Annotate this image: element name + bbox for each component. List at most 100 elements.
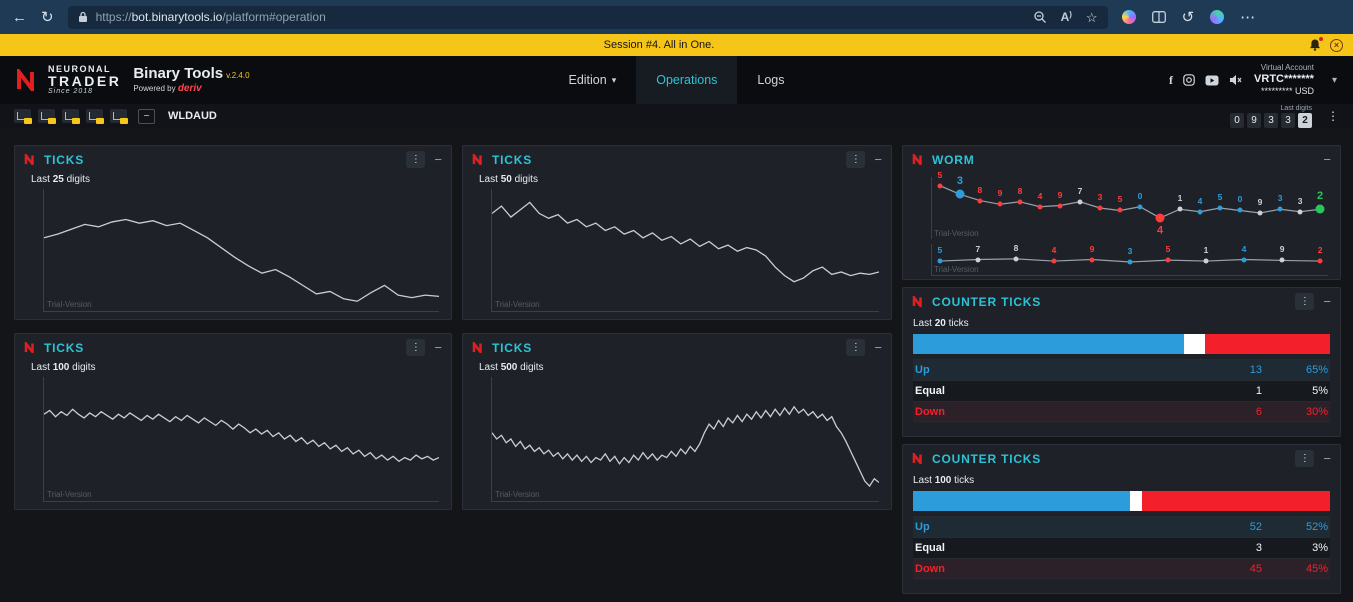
- watermark-label: Trial-Version: [934, 265, 979, 274]
- panel-logo-icon: [912, 453, 922, 464]
- counter-bar-20: [913, 334, 1330, 354]
- worm-digit-label: 1: [1203, 245, 1209, 256]
- bar-segment-up: [913, 334, 1185, 354]
- nav-logs[interactable]: Logs: [757, 73, 785, 87]
- counter-row-up: Up 52 52%: [913, 516, 1330, 537]
- facebook-icon[interactable]: f: [1169, 72, 1174, 87]
- worm-point: [1057, 203, 1063, 209]
- brand-logo: NEURONAL TRADER Since 2018: [16, 65, 121, 95]
- toolbar-kebab-icon[interactable]: ⋮: [1327, 109, 1339, 123]
- panel-minimize-icon[interactable]: −: [1323, 294, 1331, 309]
- panel-ticks-500: TICKS ⋮ − Last 500 digits Trial-Version: [462, 333, 892, 510]
- account-chevron-icon[interactable]: ▾: [1331, 74, 1337, 86]
- watermark-label: Trial-Version: [495, 490, 540, 499]
- worm-digit-label: 3: [1097, 192, 1103, 202]
- nav-operations[interactable]: Operations: [636, 56, 738, 104]
- youtube-icon[interactable]: [1205, 75, 1219, 86]
- widget-icon-1[interactable]: [14, 109, 32, 124]
- panel-minimize-icon[interactable]: −: [1323, 152, 1331, 167]
- panel-menu-icon[interactable]: ⋮: [846, 151, 866, 168]
- brand-line1: NEURONAL: [48, 64, 111, 74]
- worm-digit-label: 5: [937, 245, 943, 256]
- worm-chart-main: Trial-Version 5 3 8 9 8 4 9 7 3 5 0 4 1 4 5 0 9 3 3 2: [931, 170, 1328, 239]
- worm-point: [1127, 259, 1133, 265]
- zoom-out-icon[interactable]: [1033, 10, 1047, 24]
- last-digit-chip: 3: [1281, 112, 1295, 128]
- worm-point: [1217, 205, 1223, 211]
- worm-digit-label: 9: [1279, 244, 1285, 255]
- panel-menu-icon[interactable]: ⋮: [1295, 450, 1315, 467]
- panel-menu-icon[interactable]: ⋮: [406, 151, 426, 168]
- nav-edition[interactable]: Edition ▾: [568, 73, 617, 87]
- worm-point: [1203, 258, 1209, 264]
- worm-point: [975, 257, 981, 262]
- worm-point: [1013, 256, 1019, 262]
- url-text: https://bot.binarytools.io/platform#oper…: [95, 10, 326, 24]
- panel-minimize-icon[interactable]: −: [434, 152, 442, 167]
- counter-table-20: Up 13 65% Equal 1 5% Down 6 30%: [913, 359, 1330, 422]
- address-bar[interactable]: https://bot.binarytools.io/platform#oper…: [67, 5, 1108, 29]
- sound-muted-icon[interactable]: [1229, 74, 1242, 86]
- ticks-100-chart: Trial-Version: [43, 377, 439, 502]
- last-digit-chip: 0: [1230, 112, 1244, 128]
- read-aloud-icon[interactable]: A): [1060, 10, 1072, 24]
- ticks-25-chart: Trial-Version: [43, 189, 439, 312]
- counter-row-equal: Equal 1 5%: [913, 380, 1330, 401]
- worm-point: [997, 201, 1003, 207]
- panel-minimize-icon[interactable]: −: [874, 152, 882, 167]
- widget-icon-2[interactable]: [38, 109, 56, 124]
- account-info[interactable]: Virtual Account VRTC******* ********* US…: [1254, 62, 1314, 97]
- panel-logo-icon: [912, 154, 922, 165]
- worm-point: [1277, 206, 1283, 212]
- widget-icon-4[interactable]: [86, 109, 104, 124]
- back-icon[interactable]: ←: [12, 8, 27, 26]
- panel-minimize-icon[interactable]: −: [874, 340, 882, 355]
- notice-close-icon[interactable]: ×: [1330, 38, 1343, 52]
- instagram-icon[interactable]: [1183, 74, 1195, 86]
- worm-point: [1257, 210, 1263, 216]
- counter-bar-100: [913, 491, 1330, 511]
- more-menu-icon[interactable]: ⋯: [1240, 8, 1256, 26]
- worm-digit-label: 9: [1257, 196, 1263, 207]
- worm-digit-label: 7: [1077, 185, 1083, 196]
- notifications-bell-icon[interactable]: [1308, 36, 1324, 52]
- session-notice-text: Session #4. All in One.: [603, 39, 715, 51]
- last-digit-chip-current: 2: [1298, 112, 1312, 128]
- worm-point: [1137, 204, 1143, 210]
- widget-icon-5[interactable]: [110, 109, 128, 124]
- panel-counter-ticks-100: COUNTER TICKS ⋮ − Last 100 ticks Up 52 5…: [902, 444, 1341, 594]
- chart-subtitle: Last 50 digits: [479, 174, 538, 185]
- favorites-star-icon[interactable]: ☆: [1085, 9, 1098, 25]
- browser-toolbar: ← ↻ https://bot.binarytools.io/platform#…: [0, 0, 1353, 34]
- worm-digit-label: 4: [1197, 195, 1203, 206]
- refresh-icon[interactable]: ↻: [41, 8, 54, 26]
- worm-digit-label: 5: [1217, 192, 1223, 202]
- history-icon[interactable]: ↺: [1181, 8, 1195, 26]
- deriv-logo: deriv: [177, 83, 202, 95]
- dashboard: TICKS ⋮ − Last 25 digits Trial-Version T…: [0, 128, 1353, 594]
- panel-minimize-icon[interactable]: −: [1323, 451, 1331, 466]
- split-screen-icon[interactable]: [1151, 11, 1166, 23]
- widget-icon-3[interactable]: [62, 109, 80, 124]
- counter-row-up: Up 13 65%: [913, 359, 1330, 380]
- panel-title: WORM: [932, 152, 975, 167]
- session-notice-bar: Session #4. All in One. ×: [0, 34, 1353, 56]
- panel-minimize-icon[interactable]: −: [434, 340, 442, 355]
- ticks-50-chart: Trial-Version: [491, 189, 879, 312]
- bar-segment-equal: [1129, 491, 1143, 511]
- worm-point: [1165, 257, 1171, 263]
- worm-digit-label: 3: [1127, 245, 1133, 256]
- collapse-all-button[interactable]: −: [138, 108, 155, 124]
- watermark-label: Trial-Version: [47, 300, 92, 309]
- worm-point: [937, 258, 943, 264]
- counter-row-down: Down 45 45%: [913, 558, 1330, 579]
- widget-toolbar: − WLDAUD Last digits 0 9 3 3 2 ⋮: [0, 104, 1353, 128]
- panel-menu-icon[interactable]: ⋮: [406, 339, 426, 356]
- copilot-icon[interactable]: [1121, 10, 1136, 24]
- panel-menu-icon[interactable]: ⋮: [846, 339, 866, 356]
- lock-icon: [78, 11, 87, 22]
- browser-essentials-icon[interactable]: [1210, 10, 1225, 24]
- panel-menu-icon[interactable]: ⋮: [1295, 293, 1315, 310]
- worm-point: [1317, 258, 1323, 264]
- active-symbol-label: WLDAUD: [168, 110, 217, 122]
